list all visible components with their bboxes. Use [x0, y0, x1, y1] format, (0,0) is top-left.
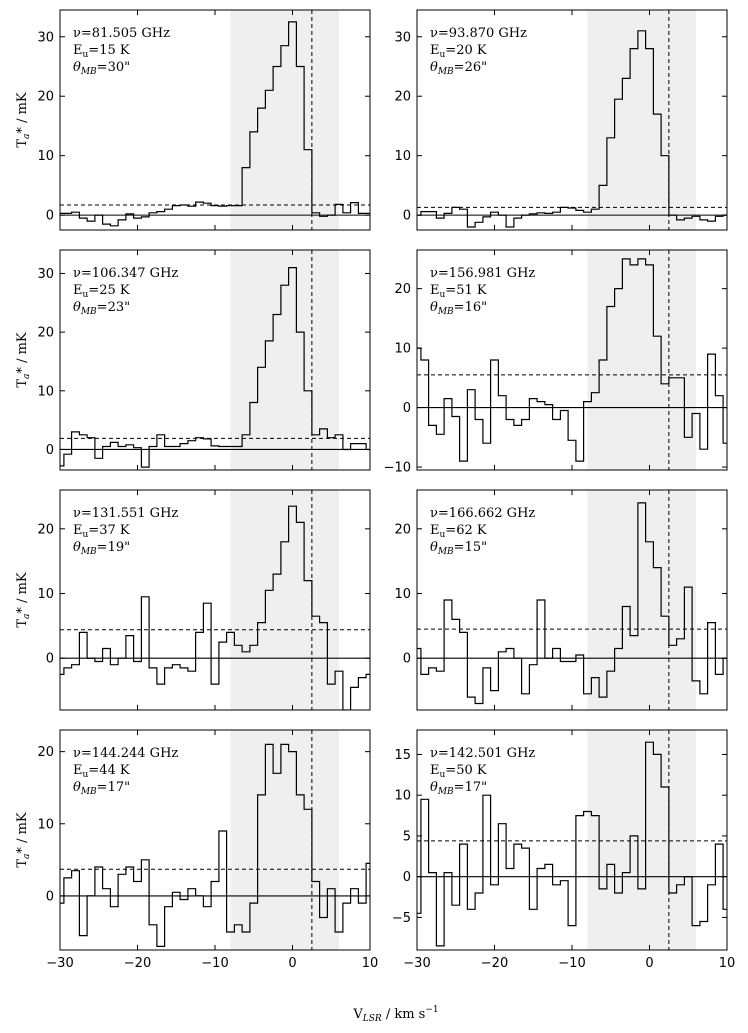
spectrum-line	[60, 21, 370, 227]
upper-energy-label: Eu=51 K	[430, 283, 487, 300]
y-axis-label: Ta* / mK	[15, 92, 32, 148]
y-tick-label: 10	[394, 342, 411, 357]
y-tick-label: 20	[394, 282, 411, 297]
y-tick-label: 10	[37, 587, 54, 602]
x-tick-label: −20	[124, 956, 151, 971]
panel-7: −30 −20 −10 0 10 0 10 20 ν=144.244 GHz Eu=44 KθMB…	[15, 729, 379, 971]
upper-energy-label: Eu=15 K	[73, 43, 130, 60]
beam-size-label: θMB=30"	[73, 60, 130, 77]
y-tick-label: 0	[46, 209, 54, 224]
x-tick-label: −10	[558, 956, 585, 971]
x-tick-label: 10	[719, 956, 736, 971]
y-tick-label: 20	[394, 522, 411, 537]
beam-size-label: θMB=16"	[430, 300, 487, 317]
spectrum-line	[60, 267, 370, 468]
panel-8: −30 −20 −10 0 10 −5 0 5 10 15 ν=142.501 GHz Eu=50 K…	[392, 729, 736, 971]
x-tick-label: 10	[362, 956, 379, 971]
y-axis-label: Ta* / mK	[15, 812, 32, 868]
y-axis-label: Ta* / mK	[15, 332, 32, 388]
shaded-region	[230, 250, 339, 470]
spectrum-line	[417, 258, 727, 462]
y-tick-label: 10	[394, 789, 411, 804]
upper-energy-label: Eu=20 K	[430, 43, 487, 60]
y-tick-label: −5	[392, 911, 411, 926]
x-tick-label: −20	[481, 956, 508, 971]
y-tick-label: 0	[403, 401, 411, 416]
frequency-label: ν=156.981 GHz	[430, 266, 535, 281]
spectrum-line	[417, 741, 727, 947]
y-tick-label: −10	[384, 461, 411, 476]
y-tick-label: 30	[37, 267, 54, 282]
x-tick-label: 0	[288, 956, 296, 971]
frequency-label: ν=131.551 GHz	[73, 506, 178, 521]
upper-energy-label: Eu=25 K	[73, 283, 130, 300]
y-tick-label: 0	[403, 870, 411, 885]
y-tick-label: 20	[37, 522, 54, 537]
beam-size-label: θMB=17"	[73, 780, 130, 797]
x-tick-label: −10	[201, 956, 228, 971]
beam-size-label: θMB=26"	[430, 60, 487, 77]
beam-size-label: θMB=19"	[73, 540, 130, 557]
spectrum-line	[417, 502, 727, 705]
y-tick-label: 0	[403, 209, 411, 224]
y-tick-label: 10	[37, 817, 54, 832]
spectrum-line	[417, 30, 727, 228]
y-tick-label: 0	[46, 652, 54, 667]
shaded-region	[587, 10, 696, 230]
x-tick-label: −30	[46, 956, 73, 971]
x-tick-label: 0	[645, 956, 653, 971]
shaded-region	[230, 730, 339, 950]
x-axis-label: VLSR / km s−1	[352, 1005, 438, 1024]
y-tick-label: 0	[403, 652, 411, 667]
shaded-region	[230, 10, 339, 230]
frequency-label: ν=81.505 GHz	[73, 26, 170, 41]
frequency-label: ν=144.244 GHz	[73, 746, 178, 761]
shaded-region	[230, 490, 339, 710]
upper-energy-label: Eu=37 K	[73, 523, 130, 540]
upper-energy-label: Eu=62 K	[430, 523, 487, 540]
y-tick-label: 30	[394, 30, 411, 45]
y-tick-label: 0	[46, 889, 54, 904]
y-tick-label: 20	[37, 745, 54, 760]
upper-energy-label: Eu=44 K	[73, 763, 130, 780]
frequency-label: ν=142.501 GHz	[430, 746, 535, 761]
y-tick-label: 10	[37, 149, 54, 164]
y-tick-label: 20	[37, 90, 54, 105]
beam-size-label: θMB=15"	[430, 540, 487, 557]
upper-energy-label: Eu=50 K	[430, 763, 487, 780]
x-tick-label: −30	[403, 956, 430, 971]
y-tick-label: 15	[394, 748, 411, 763]
y-tick-label: 30	[37, 30, 54, 45]
y-axis-label: Ta* / mK	[15, 572, 32, 628]
y-tick-label: 20	[394, 90, 411, 105]
beam-size-label: θMB=17"	[430, 780, 487, 797]
y-tick-label: 10	[394, 587, 411, 602]
y-tick-label: 5	[403, 829, 411, 844]
frequency-label: ν=106.347 GHz	[73, 266, 178, 281]
shaded-region	[587, 490, 696, 710]
spectrum-line	[60, 505, 370, 710]
y-tick-label: 10	[37, 384, 54, 399]
y-tick-label: 0	[46, 443, 54, 458]
frequency-label: ν=93.870 GHz	[430, 26, 527, 41]
y-tick-label: 20	[37, 326, 54, 341]
shaded-region	[587, 730, 696, 950]
frequency-label: ν=166.662 GHz	[430, 506, 535, 521]
y-tick-label: 10	[394, 149, 411, 164]
beam-size-label: θMB=23"	[73, 300, 130, 317]
spectrum-line	[60, 743, 370, 947]
